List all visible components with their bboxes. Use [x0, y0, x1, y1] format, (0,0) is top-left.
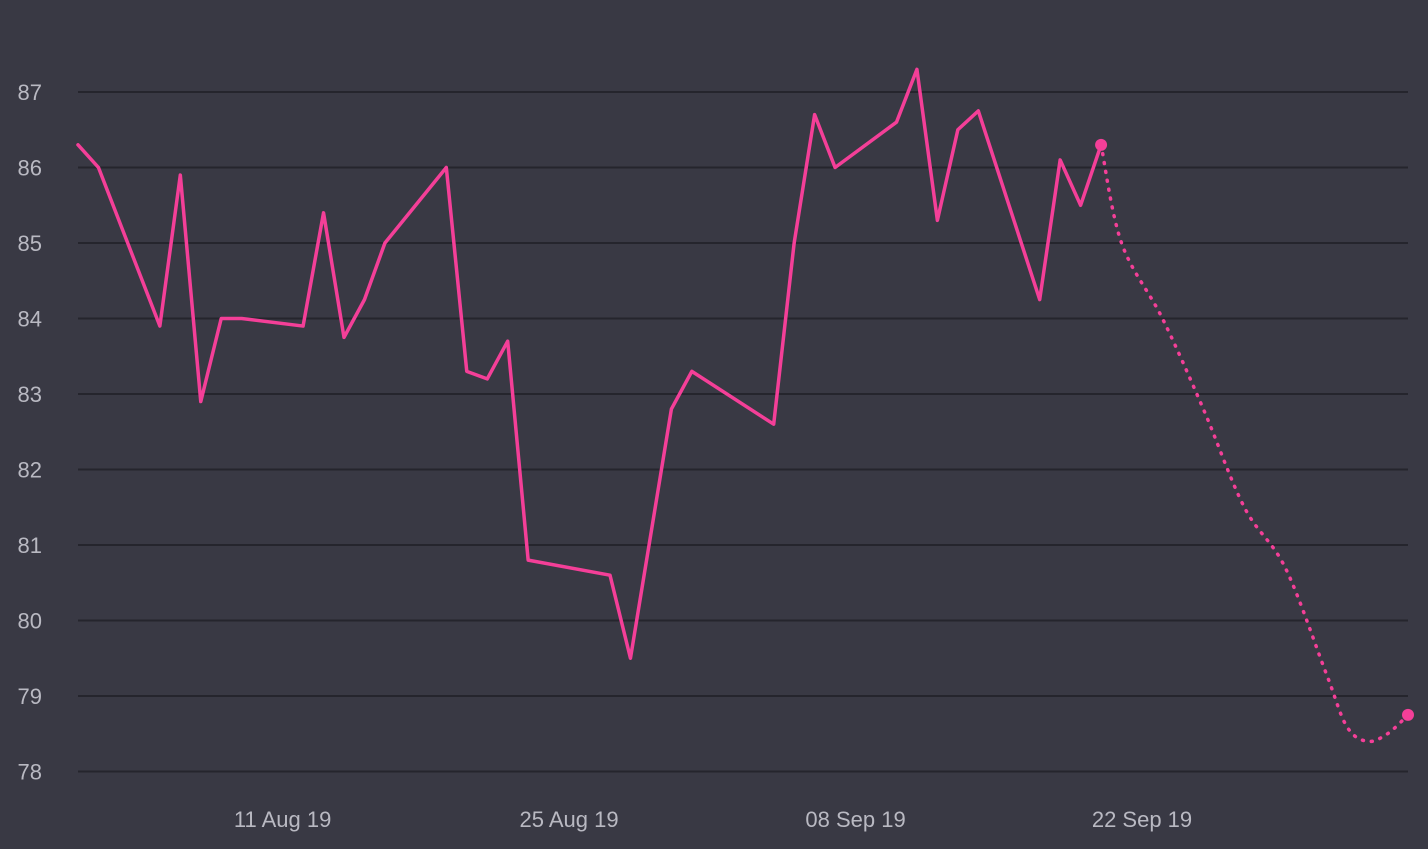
y-tick-label: 78: [18, 760, 42, 785]
y-tick-label: 83: [18, 382, 42, 407]
series-line-actual: [76, 67, 1103, 660]
y-axis-ticks: 78 79 80 81 82 83 84 85 86 87: [18, 80, 42, 785]
series-layer: [76, 67, 1414, 744]
x-axis-ticks: 11 Aug 19 25 Aug 19 08 Sep 19 22 Sep 19: [234, 807, 1192, 832]
y-tick-label: 79: [18, 684, 42, 709]
x-tick-label: 25 Aug 19: [520, 807, 619, 832]
y-tick-label: 85: [18, 231, 42, 256]
y-tick-label: 82: [18, 458, 42, 483]
y-tick-label: 87: [18, 80, 42, 105]
x-tick-label: 11 Aug 19: [234, 807, 331, 832]
marker-last-actual: [1095, 138, 1108, 151]
x-tick-label: 08 Sep 19: [805, 807, 905, 832]
y-tick-label: 86: [18, 156, 42, 181]
grid-layer: [78, 91, 1408, 773]
y-tick-label: 81: [18, 533, 42, 558]
y-tick-label: 80: [18, 609, 42, 634]
series-line-forecast: [1099, 143, 1410, 744]
y-tick-label: 84: [18, 307, 42, 332]
x-tick-label: 22 Sep 19: [1092, 807, 1192, 832]
marker-forecast-end: [1402, 708, 1414, 721]
